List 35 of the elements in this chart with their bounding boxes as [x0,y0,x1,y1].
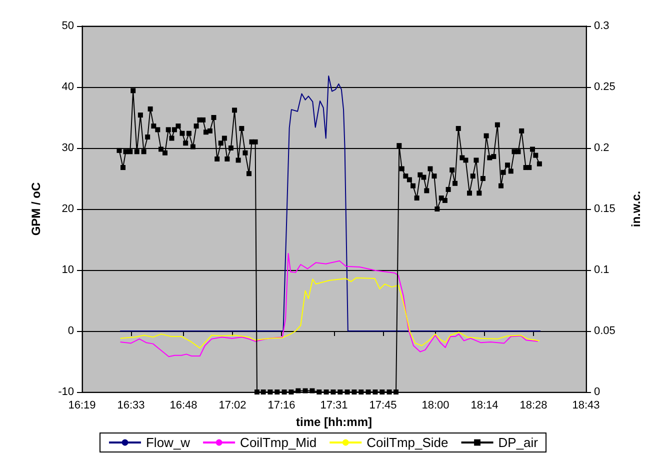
line-series [120,76,541,332]
line-series [120,277,540,349]
x-tick-label: 17:45 [369,400,397,412]
x-tick-label: 18:43 [572,400,600,412]
y2-axis-title: in.w.c. [629,190,643,228]
legend-label: CoilTmp_Side [366,435,448,450]
y-axis-title: GPM / oC [29,182,43,236]
line-series [120,253,538,358]
y-tick-label: 0 [68,325,74,337]
y-tick-label: 40 [62,81,74,93]
y2-tick-label: 0.2 [594,142,610,154]
y-tick-label: -10 [58,386,74,398]
y2-tick-label: 0.25 [594,81,616,93]
x-tick-label: 16:19 [68,400,96,412]
y-tick-label: 10 [62,264,74,276]
x-tick-label: 18:14 [470,400,498,412]
legend-label: Flow_w [146,435,191,450]
y2-tick-label: 0 [594,386,600,398]
x-axis-title: time [hh:mm] [296,414,372,429]
y2-tick-label: 0.3 [594,20,610,32]
y-tick-label: 50 [62,20,74,32]
x-tick-label: 18:00 [422,400,450,412]
x-tick-label: 17:31 [320,400,348,412]
y2-tick-label: 0.15 [594,203,616,215]
y-tick-label: 20 [62,203,74,215]
x-tick-label: 17:16 [268,400,296,412]
x-tick-label: 16:33 [117,400,145,412]
y2-tick-label: 0.1 [594,264,610,276]
y2-tick-label: 0.05 [594,325,616,337]
x-tick-label: 17:02 [218,400,246,412]
legend-label: CoilTmp_Mid [240,435,317,450]
legend-label: DP_air [498,435,539,450]
x-tick-label: 16:48 [170,400,198,412]
y-tick-label: 30 [62,142,74,154]
x-tick-label: 18:28 [520,400,548,412]
